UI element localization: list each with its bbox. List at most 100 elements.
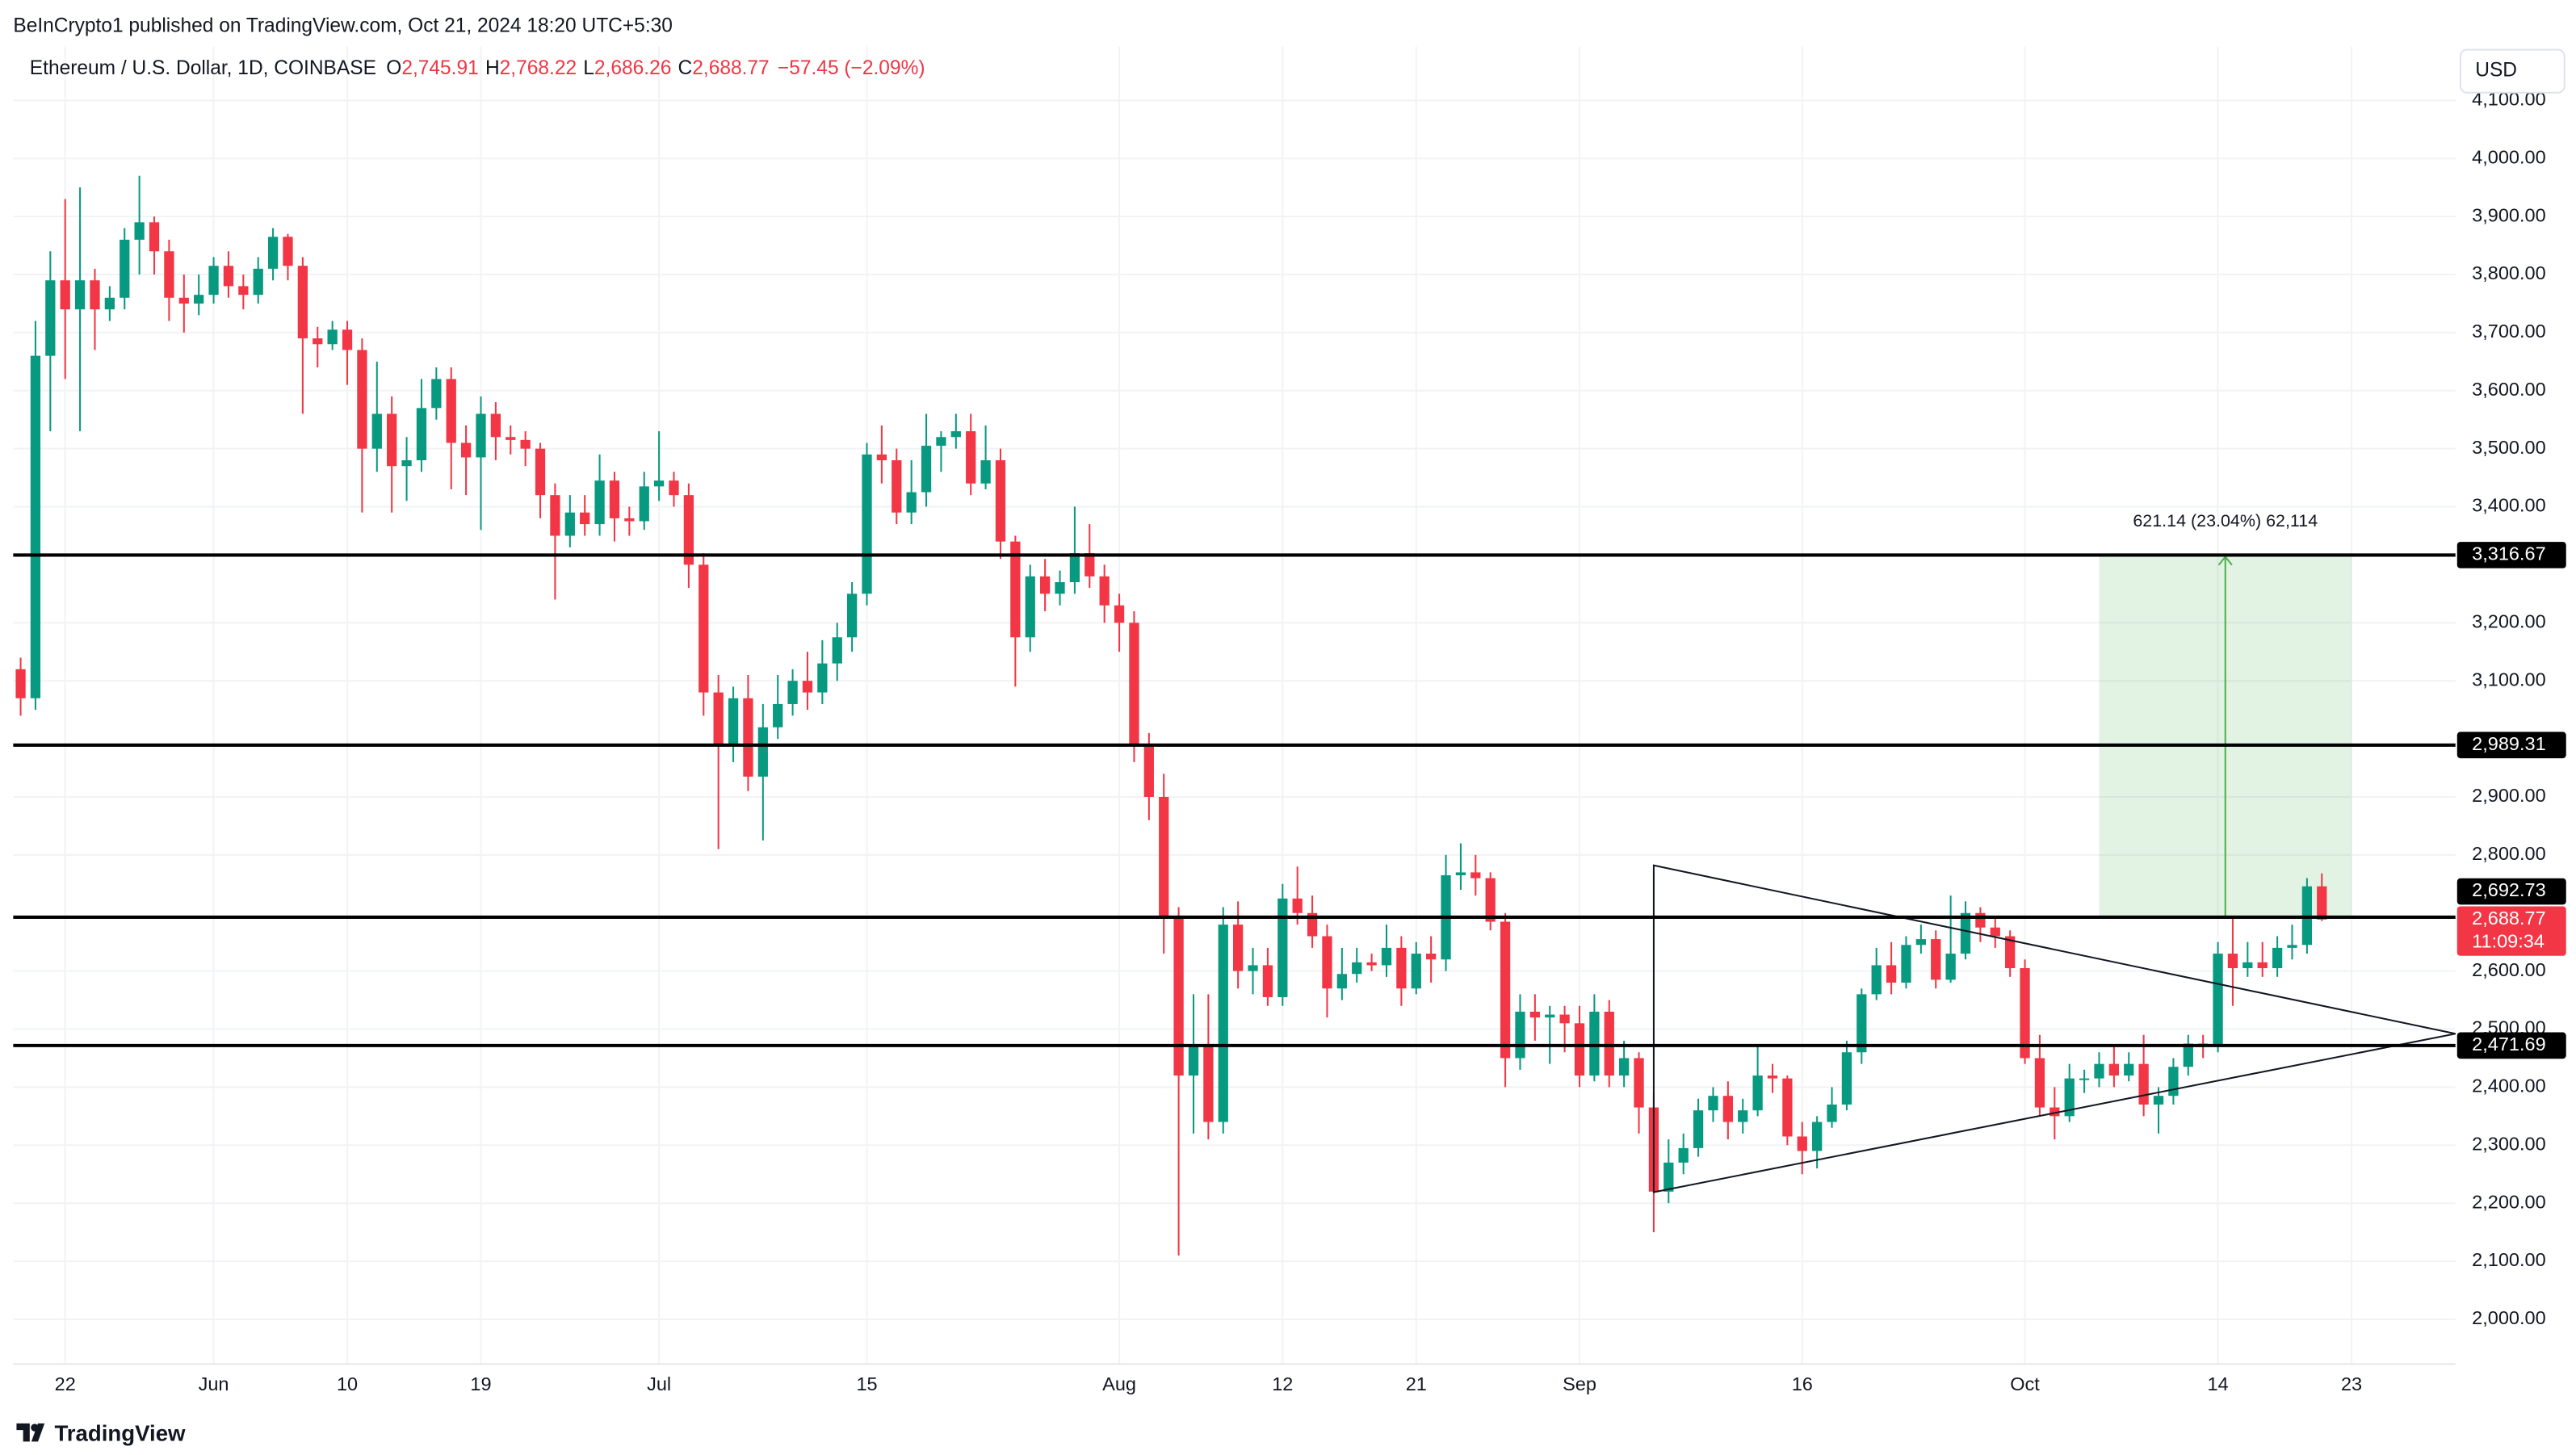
candle-body [817,663,828,693]
candle-body [1025,576,1035,638]
candle-body [1352,962,1362,975]
candle-body [1738,1110,1748,1122]
x-tick-label: Oct [2010,1373,2040,1394]
candle-body [550,495,560,536]
candle-body [580,512,590,525]
candle-body [1559,1014,1570,1024]
candle-body [253,268,263,296]
countdown: 11:09:34 [2472,931,2545,952]
y-tick-label: 3,800.00 [2472,262,2545,283]
candle-body [2124,1063,2134,1076]
candle-body [1233,925,1244,971]
candle-body [178,297,189,304]
candle-body [1693,1110,1704,1148]
currency-button[interactable] [2459,48,2566,94]
candle-body [267,237,279,269]
y-tick-label: 3,200.00 [2472,611,2545,632]
candle-body [669,480,679,496]
candle-body [1812,1122,1823,1151]
candle-body [1841,1052,1852,1105]
candle-body [1678,1147,1689,1163]
candle-body [1173,918,1184,1076]
level-label: 2,692.73 [2472,879,2545,900]
ohlc-value: 2,768.22 [500,58,577,80]
candle-body [120,239,130,298]
candle-body [906,492,917,513]
triangle-pattern [1652,864,2456,1193]
last-price-label: 2,688.77 [2472,908,2545,929]
candle-body [1188,1046,1199,1076]
ohlc-value: 2,686.26 [594,58,671,80]
y-tick-label: 2,000.00 [2472,1307,2545,1328]
candle-body [238,286,249,296]
candle-body [1278,898,1288,997]
candle-body [713,692,724,745]
measure-arrowhead [2217,555,2233,566]
candle-body [357,350,367,449]
candle-body [313,338,323,345]
x-tick-label: 14 [2207,1373,2228,1394]
candle-body [1411,954,1421,989]
candle-body [2213,954,2223,1047]
candle-body [2227,954,2238,969]
x-tick-label: 23 [2341,1373,2362,1394]
x-tick-label: 12 [1272,1373,1293,1394]
candle-body [104,297,115,310]
candle-body [594,480,605,525]
x-tick-label: 22 [55,1373,76,1394]
candle-body [1663,1162,1674,1192]
candle-body [1931,939,1941,980]
currency-label[interactable]: USD [2475,60,2517,82]
candle-body [476,413,486,458]
candle-body [2168,1067,2179,1096]
candle-body [15,669,26,698]
candle-body [1827,1104,1837,1122]
ohlc-key: L [583,58,594,80]
level-label: 2,471.69 [2472,1034,2545,1055]
candle-body [995,460,1006,542]
candle-body [1085,553,1095,577]
candle-body [297,266,308,339]
last-price-tag [2456,906,2566,956]
ohlc-value: 2,688.77 [692,58,769,80]
y-tick-label: 3,600.00 [2472,379,2545,400]
candle-body [1114,605,1125,623]
candle-body [371,413,382,449]
candle-body [2108,1063,2119,1076]
candle-body [1871,965,1882,995]
candle-body [1396,947,1407,989]
y-tick-label: 2,800.00 [2472,843,2545,864]
ohlc-key: C [678,58,693,80]
candle-body [506,437,516,440]
candle-body [342,329,353,350]
candle-body [2094,1063,2104,1079]
candle-body [1782,1078,1793,1137]
candle-body [787,681,798,704]
candle-body [1634,1058,1644,1108]
candle-body [1010,541,1021,638]
y-tick-label: 2,600.00 [2472,959,2545,980]
candle-body [2005,936,2016,969]
candle-body [460,442,472,458]
level-tag [2456,878,2566,905]
candle-body [2079,1078,2090,1080]
y-tick-label: 2,300.00 [2472,1133,2545,1154]
candle-body [1055,581,1065,594]
level-tag [2456,732,2566,759]
candle-body [1366,962,1377,966]
candle-body [387,413,397,467]
y-tick-label: 3,700.00 [2472,321,2545,342]
candle-body [1292,898,1303,913]
candle-body [2242,962,2253,969]
y-tick-label: 4,000.00 [2472,146,2545,167]
candle-body [1322,936,1332,989]
level-label: 3,316.67 [2472,543,2545,564]
candle-body [966,431,976,484]
candle-body [1960,912,1971,954]
candle-body [2272,947,2283,969]
candle-body [1975,912,1986,928]
overlay: 621.14 (23.04%) 62,114 3,316.67 2,989.31 2,… [13,511,2566,1193]
candle-body [1159,796,1169,919]
candle-body [624,518,635,522]
candle-body [327,329,338,345]
